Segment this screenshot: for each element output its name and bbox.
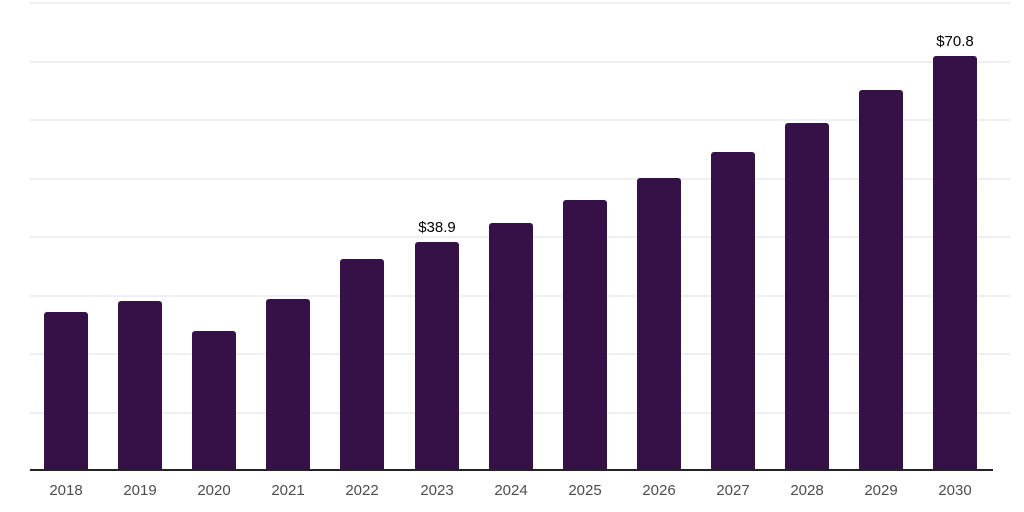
bar-2021: [266, 299, 310, 470]
bar-2028: [785, 123, 829, 470]
gridline-80: [30, 2, 1010, 4]
bar-2024: [489, 223, 533, 470]
bar-2026: [637, 178, 681, 470]
bar-2019: [118, 301, 162, 470]
x-tick-2024: 2024: [494, 482, 528, 499]
x-tick-2025: 2025: [568, 482, 602, 499]
x-tick-2022: 2022: [345, 482, 379, 499]
value-label-2030: $70.8: [936, 33, 974, 50]
bar-2023: [415, 242, 459, 470]
gridline-70: [30, 61, 1010, 63]
x-axis-line: [30, 469, 993, 471]
bar-2025: [563, 200, 607, 470]
gridline-50: [30, 178, 1010, 180]
x-tick-2030: 2030: [938, 482, 972, 499]
value-label-2023: $38.9: [418, 219, 456, 236]
x-tick-2023: 2023: [420, 482, 454, 499]
bar-2027: [711, 152, 755, 470]
bar-2029: [859, 90, 903, 470]
gridline-60: [30, 119, 1010, 121]
x-tick-2027: 2027: [716, 482, 750, 499]
x-tick-2028: 2028: [790, 482, 824, 499]
x-tick-2020: 2020: [197, 482, 231, 499]
x-tick-2018: 2018: [49, 482, 83, 499]
bar-2022: [340, 259, 384, 470]
x-tick-2029: 2029: [864, 482, 898, 499]
bar-2018: [44, 312, 88, 470]
x-tick-2021: 2021: [271, 482, 305, 499]
x-tick-2019: 2019: [123, 482, 157, 499]
bar-2020: [192, 331, 236, 470]
x-tick-2026: 2026: [642, 482, 676, 499]
bar-2030: [933, 56, 977, 470]
